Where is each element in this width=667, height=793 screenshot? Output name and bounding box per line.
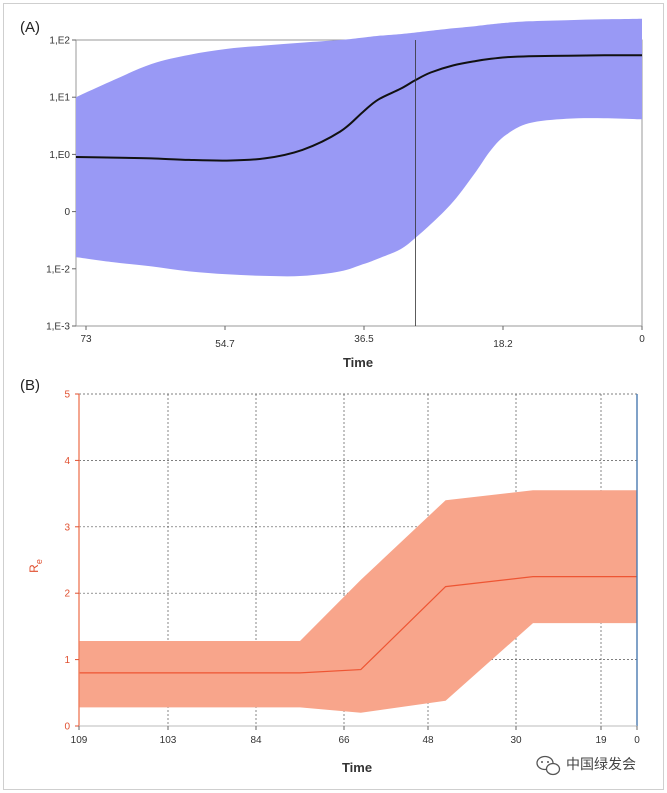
- panel-b-x-tick-label: 0: [634, 735, 640, 746]
- panel-b-x-tick-label: 109: [71, 735, 88, 746]
- panel-b-y-tick-label: 0: [64, 722, 70, 733]
- panel-b-y-tick-label: 2: [64, 589, 70, 600]
- panel-b-x-tick-label: 66: [338, 735, 350, 746]
- panel-a-label: (A): [20, 19, 40, 36]
- panel-a-y-tick-label: 1,E0: [49, 150, 70, 161]
- panel-a-x-axis-title: Time: [343, 355, 373, 370]
- panel-a-chart: 1,E-3 1,E-2 0 1,E0 1,E1 1,E2 73 54.7 36.5 18.2 0: [46, 18, 645, 350]
- panel-a-x-tick-label: 0: [639, 334, 645, 345]
- panel-b-median-line: [79, 576, 637, 674]
- panel-b-x-tick-label: 103: [160, 735, 177, 746]
- panel-a-y-tick-label: 1,E-2: [46, 264, 70, 275]
- panel-a-median-line: [75, 54, 643, 162]
- panel-b-y-tick-label: 3: [64, 522, 70, 533]
- panel-b-confidence-band: [79, 490, 637, 713]
- panel-b-y-tick-label: 1: [64, 655, 70, 666]
- panel-a-x-tick-label: 73: [80, 334, 92, 345]
- panel-a-y-tick-label: 0: [64, 207, 70, 218]
- wechat-icon: [536, 755, 561, 776]
- watermark-text: 中国绿发会: [566, 757, 636, 773]
- panel-b-y-axis-title: Re: [27, 559, 44, 573]
- panel-a-x-tick-label: 36.5: [354, 334, 374, 345]
- panel-b-x-tick-label: 30: [510, 735, 522, 746]
- panel-a-y-tick-label: 1,E1: [49, 93, 70, 104]
- panel-b-chart: 0 1 2 3 4 5 109 103 84 66 48 30 19 0: [64, 390, 640, 747]
- panel-b-x-tick-label: 48: [422, 735, 434, 746]
- panel-a-confidence-band: [76, 18, 642, 277]
- panel-a-x-tick-label: 54.7: [215, 339, 235, 350]
- panel-b-x-axis-title: Time: [342, 760, 372, 775]
- panel-b-y-tick-label: 4: [64, 456, 70, 467]
- panel-a-y-tick-label: 1,E2: [49, 36, 70, 47]
- panel-a-x-tick-label: 18.2: [493, 339, 513, 350]
- panel-b-x-tick-label: 84: [250, 735, 262, 746]
- panel-a-y-tick-label: 1,E-3: [46, 322, 70, 333]
- panel-b-label: (B): [20, 377, 40, 394]
- panel-b-x-tick-label: 19: [595, 735, 607, 746]
- panel-b-y-tick-label: 5: [64, 390, 70, 401]
